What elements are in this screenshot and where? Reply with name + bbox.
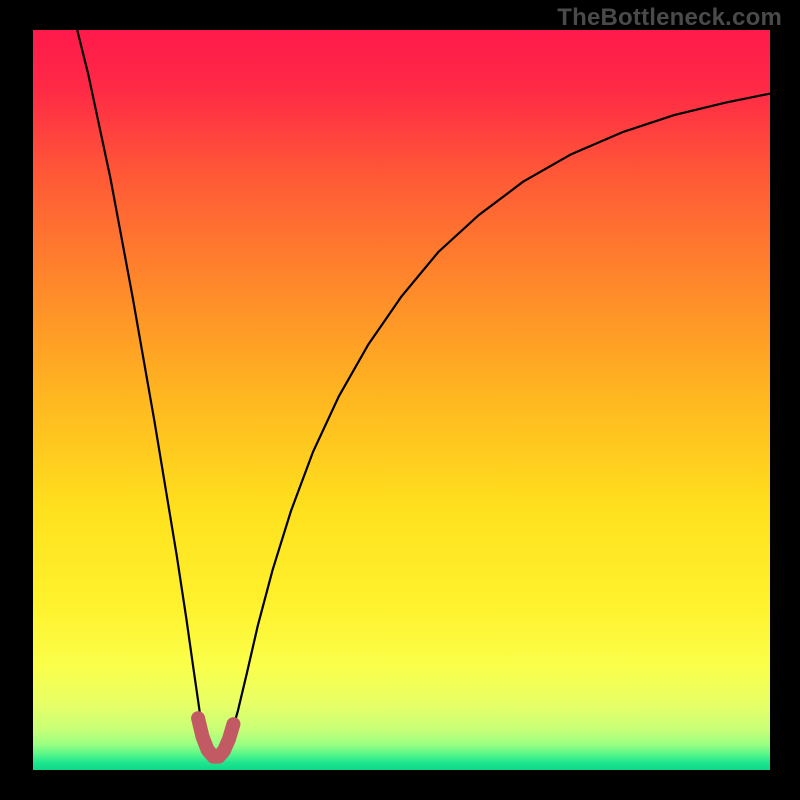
chart-svg	[33, 30, 770, 770]
plot-area	[33, 30, 770, 770]
watermark-text: TheBottleneck.com	[557, 4, 782, 32]
trough-highlight	[198, 718, 233, 756]
bottleneck-curve	[77, 30, 770, 757]
